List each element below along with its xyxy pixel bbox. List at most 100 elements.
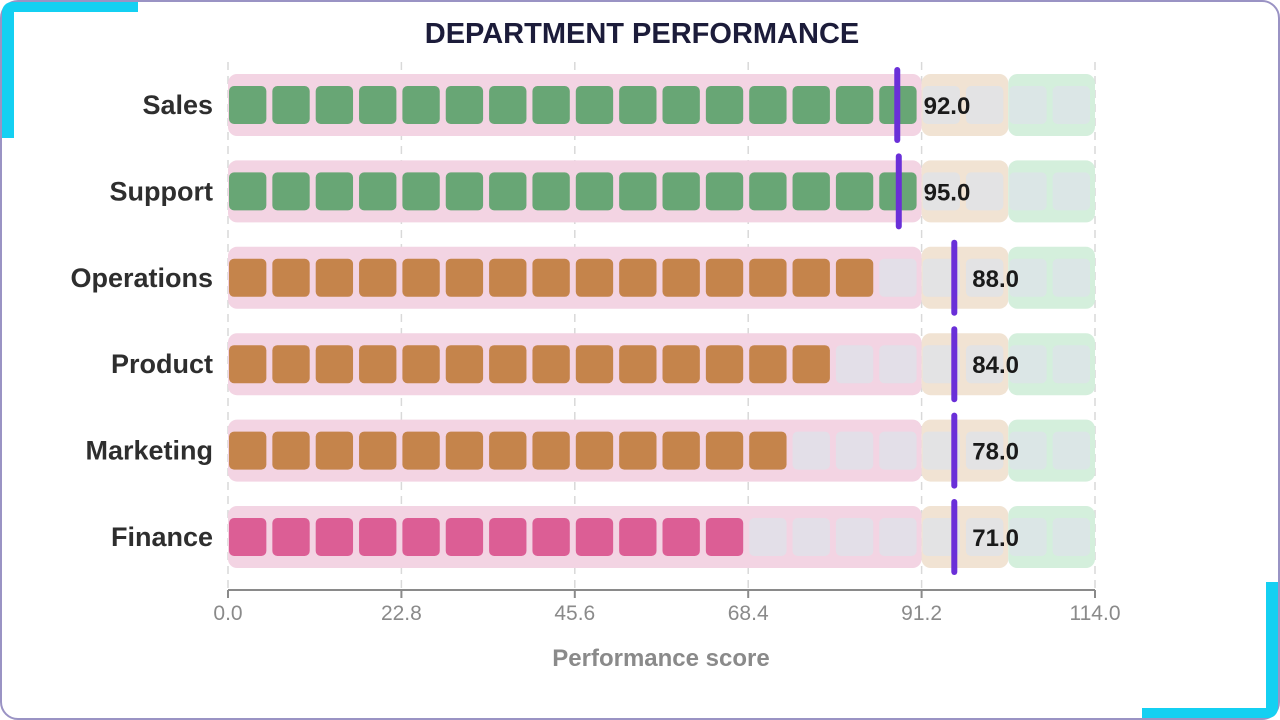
category-label: Operations bbox=[70, 263, 213, 293]
filled-cell bbox=[402, 86, 440, 124]
empty-cell bbox=[1052, 86, 1090, 124]
filled-cell bbox=[272, 345, 310, 384]
filled-cell bbox=[272, 258, 310, 297]
filled-cell bbox=[402, 258, 440, 297]
filled-cell bbox=[705, 518, 744, 556]
filled-cell bbox=[749, 86, 787, 124]
empty-cell bbox=[922, 431, 960, 470]
category-label: Sales bbox=[142, 90, 213, 120]
value-label: 88.0 bbox=[972, 266, 1019, 293]
filled-cell bbox=[619, 258, 657, 297]
value-label: 95.0 bbox=[924, 179, 971, 206]
value-label: 84.0 bbox=[972, 352, 1019, 379]
empty-cell bbox=[1009, 172, 1047, 211]
filled-cell bbox=[315, 172, 354, 211]
filled-cell bbox=[359, 86, 397, 124]
empty-cell bbox=[792, 518, 830, 556]
empty-cell bbox=[1009, 258, 1047, 297]
filled-cell bbox=[575, 431, 614, 470]
filled-cell bbox=[705, 86, 744, 124]
empty-cell bbox=[965, 258, 1004, 297]
x-tick-label: 91.2 bbox=[901, 602, 942, 625]
empty-cell bbox=[1052, 258, 1090, 297]
empty-cell bbox=[922, 86, 960, 124]
filled-cell bbox=[662, 172, 700, 211]
category-label: Finance bbox=[111, 522, 213, 552]
filled-cell bbox=[272, 86, 310, 124]
x-tick-label: 45.6 bbox=[554, 602, 595, 625]
corner-accent-bottom-right-vertical bbox=[1266, 582, 1278, 718]
value-label: 71.0 bbox=[972, 525, 1019, 552]
filled-cell bbox=[315, 431, 354, 470]
filled-cell bbox=[705, 258, 744, 297]
filled-cell bbox=[359, 518, 397, 556]
filled-cell bbox=[445, 258, 484, 297]
filled-cell bbox=[792, 86, 830, 124]
empty-cell bbox=[965, 345, 1004, 384]
filled-cell bbox=[532, 86, 570, 124]
empty-cell bbox=[965, 518, 1004, 556]
filled-cell bbox=[229, 345, 267, 384]
empty-cell bbox=[1009, 345, 1047, 384]
category-label: Marketing bbox=[85, 436, 213, 466]
range-band bbox=[228, 333, 922, 396]
range-band bbox=[228, 506, 922, 568]
filled-cell bbox=[229, 431, 267, 470]
filled-cell bbox=[489, 518, 527, 556]
filled-cell bbox=[532, 172, 570, 211]
empty-cell bbox=[1009, 86, 1047, 124]
empty-cell bbox=[1052, 518, 1090, 556]
chart-title: DEPARTMENT PERFORMANCE bbox=[425, 18, 859, 50]
empty-cell bbox=[965, 86, 1004, 124]
range-band bbox=[228, 74, 922, 136]
filled-cell bbox=[835, 172, 874, 211]
filled-cell bbox=[705, 345, 744, 384]
filled-cell bbox=[315, 258, 354, 297]
empty-cell bbox=[922, 345, 960, 384]
filled-cell bbox=[359, 431, 397, 470]
empty-cell bbox=[879, 258, 917, 297]
filled-cell bbox=[792, 258, 830, 297]
filled-cell bbox=[359, 258, 397, 297]
filled-cell bbox=[575, 86, 614, 124]
filled-cell bbox=[619, 431, 657, 470]
filled-cell bbox=[835, 86, 874, 124]
filled-cell bbox=[402, 172, 440, 211]
filled-cell bbox=[619, 86, 657, 124]
filled-cell bbox=[272, 172, 310, 211]
empty-cell bbox=[835, 431, 874, 470]
corner-accent-bottom-right bbox=[1142, 708, 1278, 718]
filled-cell bbox=[662, 345, 700, 384]
x-tick-label: 68.4 bbox=[728, 602, 769, 625]
filled-cell bbox=[532, 345, 570, 384]
empty-cell bbox=[792, 431, 830, 470]
empty-cell bbox=[1052, 345, 1090, 384]
x-tick-label: 0.0 bbox=[213, 602, 242, 625]
filled-cell bbox=[575, 518, 614, 556]
filled-cell bbox=[315, 518, 354, 556]
empty-cell bbox=[879, 518, 917, 556]
plot-area: Sales 92.0 Support 95.0 Operations 88.0 Produc… bbox=[70, 62, 1121, 625]
filled-cell bbox=[445, 172, 484, 211]
filled-cell bbox=[445, 345, 484, 384]
filled-cell bbox=[749, 431, 787, 470]
filled-cell bbox=[229, 86, 267, 124]
empty-cell bbox=[1052, 431, 1090, 470]
filled-cell bbox=[575, 258, 614, 297]
empty-cell bbox=[879, 431, 917, 470]
filled-cell bbox=[662, 86, 700, 124]
filled-cell bbox=[402, 518, 440, 556]
filled-cell bbox=[792, 345, 830, 384]
filled-cell bbox=[402, 345, 440, 384]
filled-cell bbox=[489, 172, 527, 211]
filled-cell bbox=[532, 258, 570, 297]
filled-cell bbox=[229, 518, 267, 556]
filled-cell bbox=[662, 431, 700, 470]
filled-cell bbox=[489, 86, 527, 124]
filled-cell bbox=[359, 345, 397, 384]
empty-cell bbox=[965, 431, 1004, 470]
range-band bbox=[228, 160, 922, 223]
corner-accent-top-left bbox=[2, 2, 138, 12]
filled-cell bbox=[445, 431, 484, 470]
filled-cell bbox=[532, 518, 570, 556]
